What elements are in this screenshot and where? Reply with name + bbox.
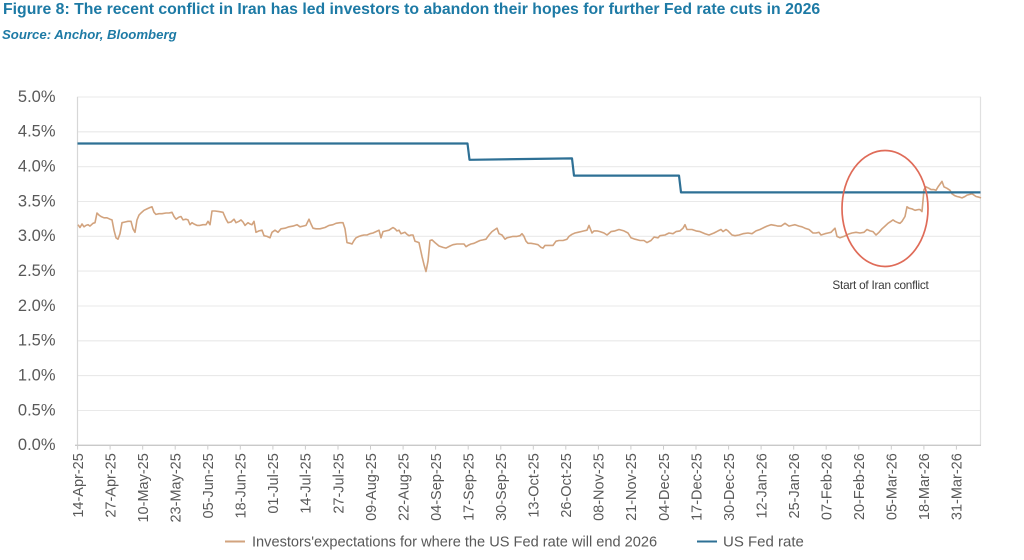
svg-text:3.0%: 3.0%: [18, 227, 56, 245]
svg-text:0.5%: 0.5%: [18, 401, 56, 419]
svg-text:4.5%: 4.5%: [18, 123, 56, 141]
svg-text:Source: Anchor, Bloomberg: Source: Anchor, Bloomberg: [2, 27, 177, 42]
svg-text:21-Nov-25: 21-Nov-25: [624, 453, 640, 521]
svg-text:27-Apr-25: 27-Apr-25: [103, 453, 119, 517]
svg-text:27-Jul-25: 27-Jul-25: [331, 453, 347, 513]
svg-text:Start of Iran conflict: Start of Iran conflict: [832, 278, 929, 292]
svg-text:12-Jan-26: 12-Jan-26: [754, 453, 770, 518]
svg-text:17-Dec-25: 17-Dec-25: [689, 453, 705, 521]
svg-text:1.5%: 1.5%: [18, 332, 56, 350]
svg-text:08-Nov-25: 08-Nov-25: [592, 453, 608, 521]
svg-text:31-Mar-26: 31-Mar-26: [950, 453, 966, 520]
svg-text:04-Dec-25: 04-Dec-25: [657, 453, 673, 521]
svg-text:01-Jul-25: 01-Jul-25: [266, 453, 282, 513]
svg-text:05-Mar-26: 05-Mar-26: [885, 453, 901, 520]
svg-text:22-Aug-25: 22-Aug-25: [396, 453, 412, 521]
svg-text:30-Sep-25: 30-Sep-25: [494, 453, 510, 521]
svg-text:09-Aug-25: 09-Aug-25: [364, 453, 380, 521]
svg-text:18-Mar-26: 18-Mar-26: [917, 453, 933, 520]
svg-text:07-Feb-26: 07-Feb-26: [820, 453, 836, 520]
svg-text:13-Oct-25: 13-Oct-25: [527, 453, 543, 517]
svg-text:14-Jul-25: 14-Jul-25: [299, 453, 315, 513]
svg-text:04-Sep-25: 04-Sep-25: [429, 453, 445, 521]
svg-text:20-Feb-26: 20-Feb-26: [852, 453, 868, 520]
svg-text:3.5%: 3.5%: [18, 192, 56, 210]
svg-text:US Fed rate: US Fed rate: [723, 534, 804, 551]
svg-text:5.0%: 5.0%: [18, 88, 56, 106]
svg-text:30-Dec-25: 30-Dec-25: [722, 453, 738, 521]
svg-text:25-Jan-26: 25-Jan-26: [787, 453, 803, 518]
svg-text:1.0%: 1.0%: [18, 366, 56, 384]
svg-text:23-May-25: 23-May-25: [169, 453, 185, 522]
svg-text:2.0%: 2.0%: [18, 297, 56, 315]
svg-text:17-Sep-25: 17-Sep-25: [462, 453, 478, 521]
svg-text:14-Apr-25: 14-Apr-25: [71, 453, 87, 517]
svg-text:18-Jun-25: 18-Jun-25: [234, 453, 250, 518]
svg-text:26-Oct-25: 26-Oct-25: [559, 453, 575, 517]
svg-text:Figure 8: The recent conflict: Figure 8: The recent conflict in Iran ha…: [3, 1, 820, 18]
svg-text:4.0%: 4.0%: [18, 158, 56, 176]
svg-text:05-Jun-25: 05-Jun-25: [201, 453, 217, 518]
svg-text:0.0%: 0.0%: [18, 436, 56, 454]
svg-text:2.5%: 2.5%: [18, 262, 56, 280]
svg-text:Investors'expectations for whe: Investors'expectations for where the US …: [252, 535, 657, 551]
svg-text:10-May-25: 10-May-25: [136, 453, 152, 522]
